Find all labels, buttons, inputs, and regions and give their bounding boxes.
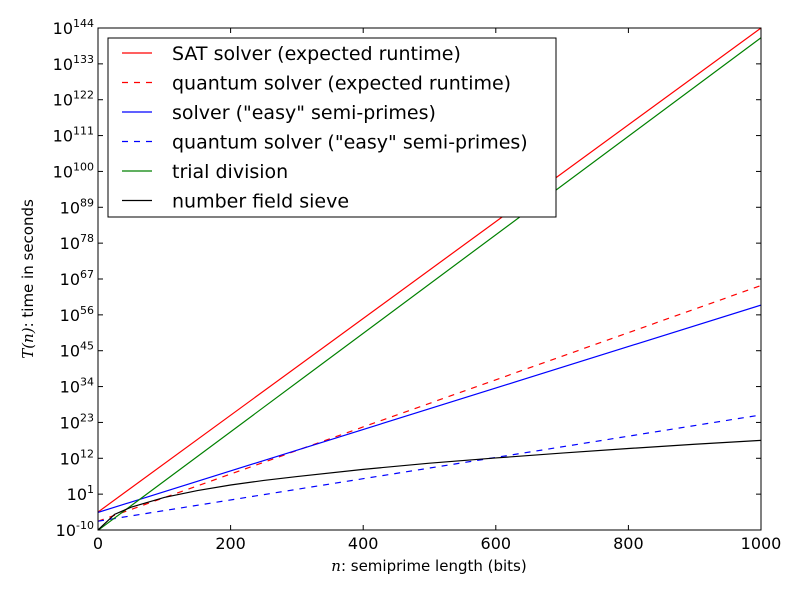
legend-label-0: SAT solver (expected runtime) — [172, 43, 461, 65]
x-tick-label: 600 — [481, 534, 512, 553]
y-tick-label: 1034 — [60, 376, 94, 397]
y-tick-label: 1078 — [60, 232, 94, 253]
series-line-1 — [98, 284, 761, 522]
x-tick-label: 0 — [93, 534, 103, 553]
x-tick-label: 1000 — [741, 534, 782, 553]
y-tick-label: 1012 — [60, 447, 94, 468]
series-line-2 — [98, 304, 761, 513]
series-line-4 — [98, 37, 761, 530]
legend-label-4: trial division — [172, 161, 288, 183]
series-layer — [98, 28, 761, 530]
y-tick-label: 10100 — [53, 160, 94, 181]
y-tick-label: 10111 — [53, 125, 94, 146]
x-tick-label: 400 — [348, 534, 379, 553]
legend-label-2: solver ("easy" semi-primes) — [172, 102, 436, 124]
legend-label-3: quantum solver ("easy" semi-primes) — [172, 132, 528, 154]
x-tick-label: 800 — [613, 534, 644, 553]
series-line-5 — [98, 439, 761, 530]
y-tick-label: 10133 — [53, 53, 94, 74]
y-tick-label: 10144 — [53, 17, 94, 38]
series-line-0 — [98, 28, 761, 513]
x-axis-label: n: semiprime length (bits) — [331, 557, 526, 575]
legend-label-1: quantum solver (expected runtime) — [172, 73, 511, 95]
y-tick-label: 10-10 — [56, 519, 94, 540]
legend-box — [107, 37, 557, 218]
y-tick-label: 1045 — [60, 340, 94, 361]
y-tick-label: 1023 — [60, 411, 94, 432]
legend: SAT solver (expected runtime) quantum sol… — [107, 37, 557, 218]
axis-labels: n: semiprime length (bits) T(n): time in… — [19, 199, 527, 575]
y-tick-label: 1089 — [60, 196, 94, 217]
y-tick-label: 1056 — [60, 304, 94, 325]
y-axis-label: T(n): time in seconds — [19, 199, 37, 359]
legend-label-5: number field sieve — [172, 191, 349, 213]
x-tick-label: 200 — [215, 534, 246, 553]
y-tick-label: 1067 — [60, 268, 94, 289]
ticks-layer: 0 200 400 600 800 1000 10-10 101 1012 1023 1034 104… — [53, 17, 782, 553]
series-line-3 — [98, 414, 761, 522]
y-tick-label: 101 — [67, 483, 94, 504]
y-tick-label: 10122 — [53, 89, 94, 110]
